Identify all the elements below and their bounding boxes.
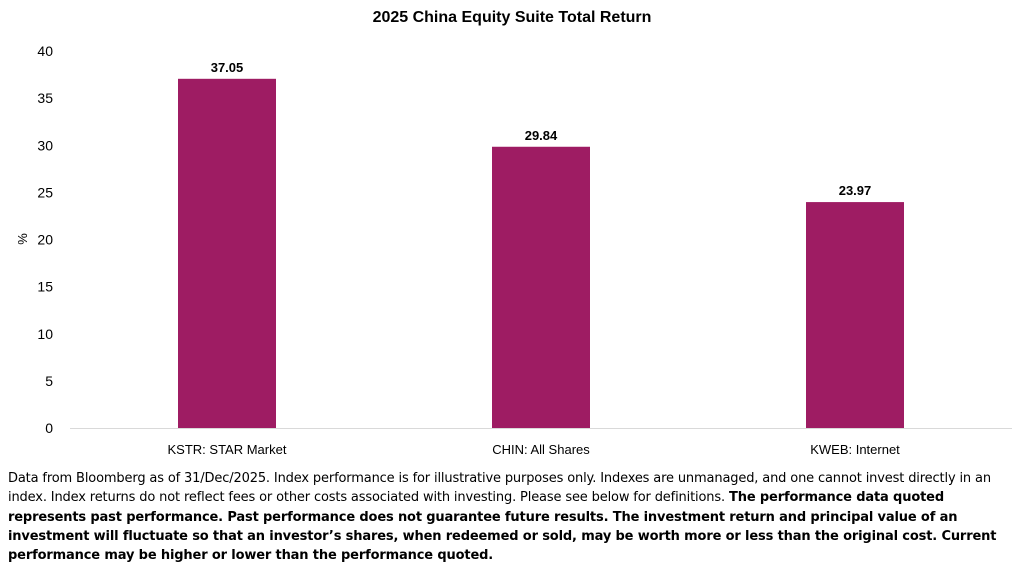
x-tick-label: KSTR: STAR Market (168, 442, 287, 457)
y-tick-label: 30 (37, 137, 53, 153)
bar-data-label: 23.97 (839, 183, 872, 198)
y-tick-label: 20 (37, 232, 53, 248)
bar-chart: 0 5 10 15 20 25 30 35 40 % 37.05 29.84 23.97 KSTR:… (15, 43, 1012, 457)
y-tick-label: 10 (37, 326, 53, 342)
x-tick-label: CHIN: All Shares (492, 442, 590, 457)
y-tick-label: 5 (45, 373, 53, 389)
y-axis-label: % (15, 233, 30, 245)
y-tick-label: 15 (37, 279, 53, 295)
y-tick-label: 35 (37, 90, 53, 106)
footnote-bold-text: The performance data quoted represents p… (8, 490, 997, 564)
y-tick-label: 25 (37, 184, 53, 200)
bar-data-label: 37.05 (211, 60, 244, 75)
bar (492, 146, 590, 428)
y-tick-label: 40 (37, 43, 53, 59)
footnote-text: Data from Bloomberg as of 31/Dec/2025. I… (8, 471, 991, 506)
bar (178, 78, 276, 429)
disclaimer-footnote: Data from Bloomberg as of 31/Dec/2025. I… (8, 469, 1013, 565)
data-labels: 37.05 29.84 23.97 (211, 60, 872, 198)
bars (178, 78, 904, 429)
y-tick-label: 0 (45, 420, 53, 436)
x-tick-label: KWEB: Internet (810, 442, 900, 457)
bar-data-label: 29.84 (525, 128, 558, 143)
bar (806, 202, 904, 428)
y-axis-ticks: 0 5 10 15 20 25 30 35 40 (37, 43, 53, 436)
chart-title: 2025 China Equity Suite Total Return (372, 9, 652, 26)
x-axis-ticks: KSTR: STAR Market CHIN: All Shares KWEB: I… (168, 442, 901, 457)
